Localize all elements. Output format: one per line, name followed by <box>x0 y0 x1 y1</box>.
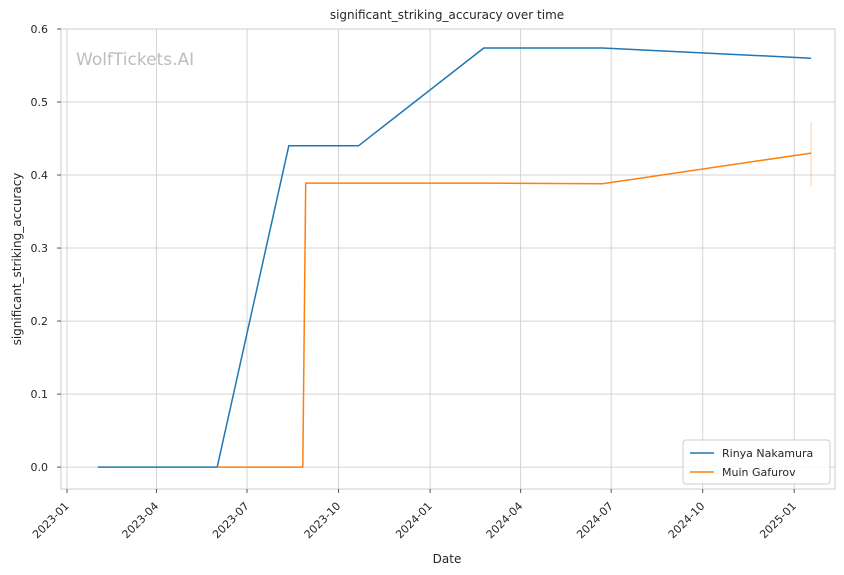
data-point-muin-gafurov <box>302 466 304 468</box>
x-tick-label: 2023-04 <box>120 500 162 542</box>
x-tick-label: 2025-01 <box>757 500 799 542</box>
chart-title: significant_striking_accuracy over time <box>330 8 564 22</box>
data-point-muin-gafurov <box>810 152 812 154</box>
x-axis-label: Date <box>433 552 462 566</box>
y-axis-ticks: 0.0 0.1 0.2 0.3 0.4 0.5 0.6 <box>31 23 61 474</box>
data-point-rinya-nakamura <box>601 47 603 49</box>
x-tick-label: 2024-10 <box>666 500 708 542</box>
x-tick-label: 2024-01 <box>393 500 435 542</box>
data-point-muin-gafurov <box>305 182 307 184</box>
y-tick-label: 0.5 <box>31 96 49 109</box>
y-tick-label: 0.6 <box>31 23 49 36</box>
grid-lines <box>61 28 835 489</box>
x-tick-label: 2023-01 <box>30 500 72 542</box>
y-tick-label: 0.4 <box>31 169 49 182</box>
legend: Rinya Nakamura Muin Gafurov <box>682 439 831 485</box>
series-line-muin-gafurov <box>217 152 812 468</box>
y-tick-label: 0.0 <box>31 461 49 474</box>
y-tick-label: 0.2 <box>31 315 49 328</box>
data-point-rinya-nakamura <box>288 145 290 147</box>
x-tick-label: 2023-07 <box>210 500 252 542</box>
y-tick-label: 0.1 <box>31 388 49 401</box>
data-point-rinya-nakamura <box>483 47 485 49</box>
data-point-rinya-nakamura <box>97 466 99 468</box>
x-tick-label: 2023-10 <box>302 500 344 542</box>
data-point-rinya-nakamura <box>810 57 812 59</box>
plot-frame <box>60 28 836 490</box>
y-tick-label: 0.3 <box>31 242 49 255</box>
x-axis-ticks: 2023-01 2023-04 2023-07 2023-10 2024-01 2024-… <box>30 489 799 541</box>
legend-label-rinya-nakamura: Rinya Nakamura <box>722 447 813 460</box>
data-point-muin-gafurov <box>601 183 603 185</box>
watermark: WolfTickets.AI <box>76 50 194 70</box>
y-axis-label: significant_striking_accuracy <box>10 173 24 346</box>
x-tick-label: 2024-07 <box>574 500 616 542</box>
series-line-rinya-nakamura <box>97 47 812 468</box>
data-point-muin-gafurov <box>483 182 485 184</box>
legend-box <box>682 439 831 485</box>
x-tick-label: 2024-04 <box>484 500 526 542</box>
legend-label-muin-gafurov: Muin Gafurov <box>722 466 796 479</box>
data-point-muin-gafurov <box>216 466 218 468</box>
data-point-rinya-nakamura <box>358 145 360 147</box>
series-layer <box>97 47 813 468</box>
